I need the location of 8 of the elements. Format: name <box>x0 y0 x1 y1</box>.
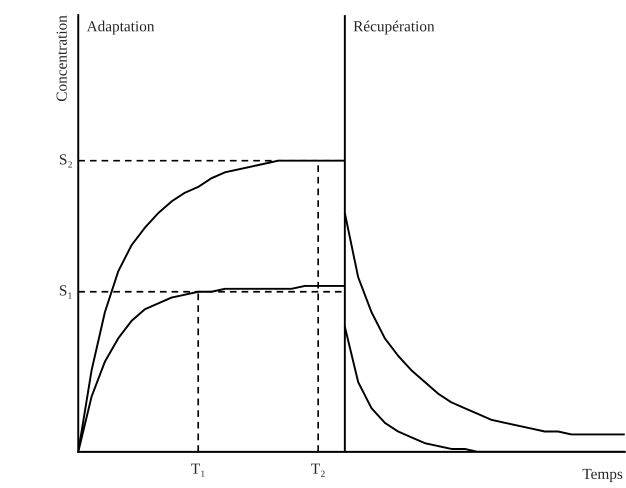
text: Récupération <box>354 20 434 35</box>
text: Adaptation <box>86 20 154 35</box>
x-axis-title: Temps <box>582 468 622 482</box>
x-tick-label: T₁ <box>191 464 204 477</box>
ref-line-label: S₂ <box>60 154 72 168</box>
x-tick-label: T₂ <box>311 464 325 477</box>
ref-line-label: S₁ <box>60 285 72 298</box>
y-axis-title: Concentration <box>56 15 67 102</box>
